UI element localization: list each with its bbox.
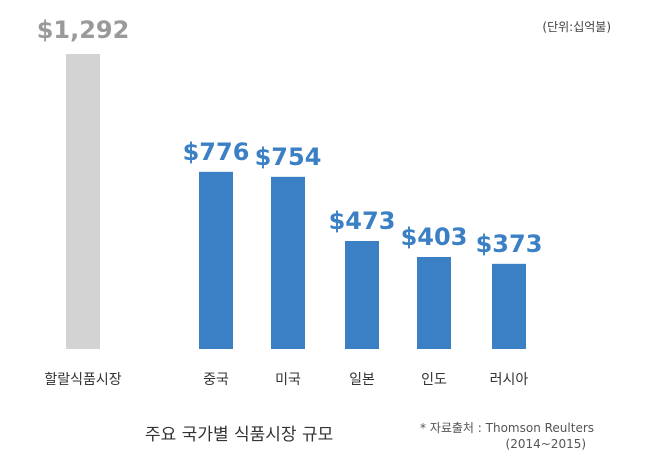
value-label-1: $776 — [183, 138, 250, 166]
bar-2 — [271, 176, 305, 349]
chart-caption: 주요 국가별 식품시장 규모 — [145, 425, 334, 445]
category-label-5: 러시아 — [490, 372, 529, 388]
category-label-4: 인도 — [421, 372, 447, 388]
value-label-2: $754 — [255, 143, 322, 171]
bar-4 — [417, 256, 451, 349]
source-line-1: * 자료출처 : Thomson Reulters — [420, 421, 595, 435]
source-note: * 자료출처 : Thomson Reulters (2014~2015) — [420, 420, 594, 452]
bar-1 — [199, 171, 233, 349]
category-label-3: 일본 — [349, 372, 375, 388]
category-label-1: 중국 — [203, 372, 229, 388]
value-label-3: $473 — [329, 207, 396, 235]
bar-5 — [492, 263, 526, 349]
value-label-5: $373 — [476, 230, 543, 258]
category-label-0: 할랄식품시장 — [44, 372, 121, 388]
unit-note: (단위:십억불) — [542, 20, 611, 34]
value-label-0: $1,292 — [37, 16, 130, 44]
bar-3 — [345, 241, 379, 349]
category-label-2: 미국 — [275, 372, 301, 388]
source-line-2: (2014~2015) — [505, 437, 587, 451]
value-label-4: $403 — [401, 223, 468, 251]
bar-0 — [66, 54, 100, 349]
